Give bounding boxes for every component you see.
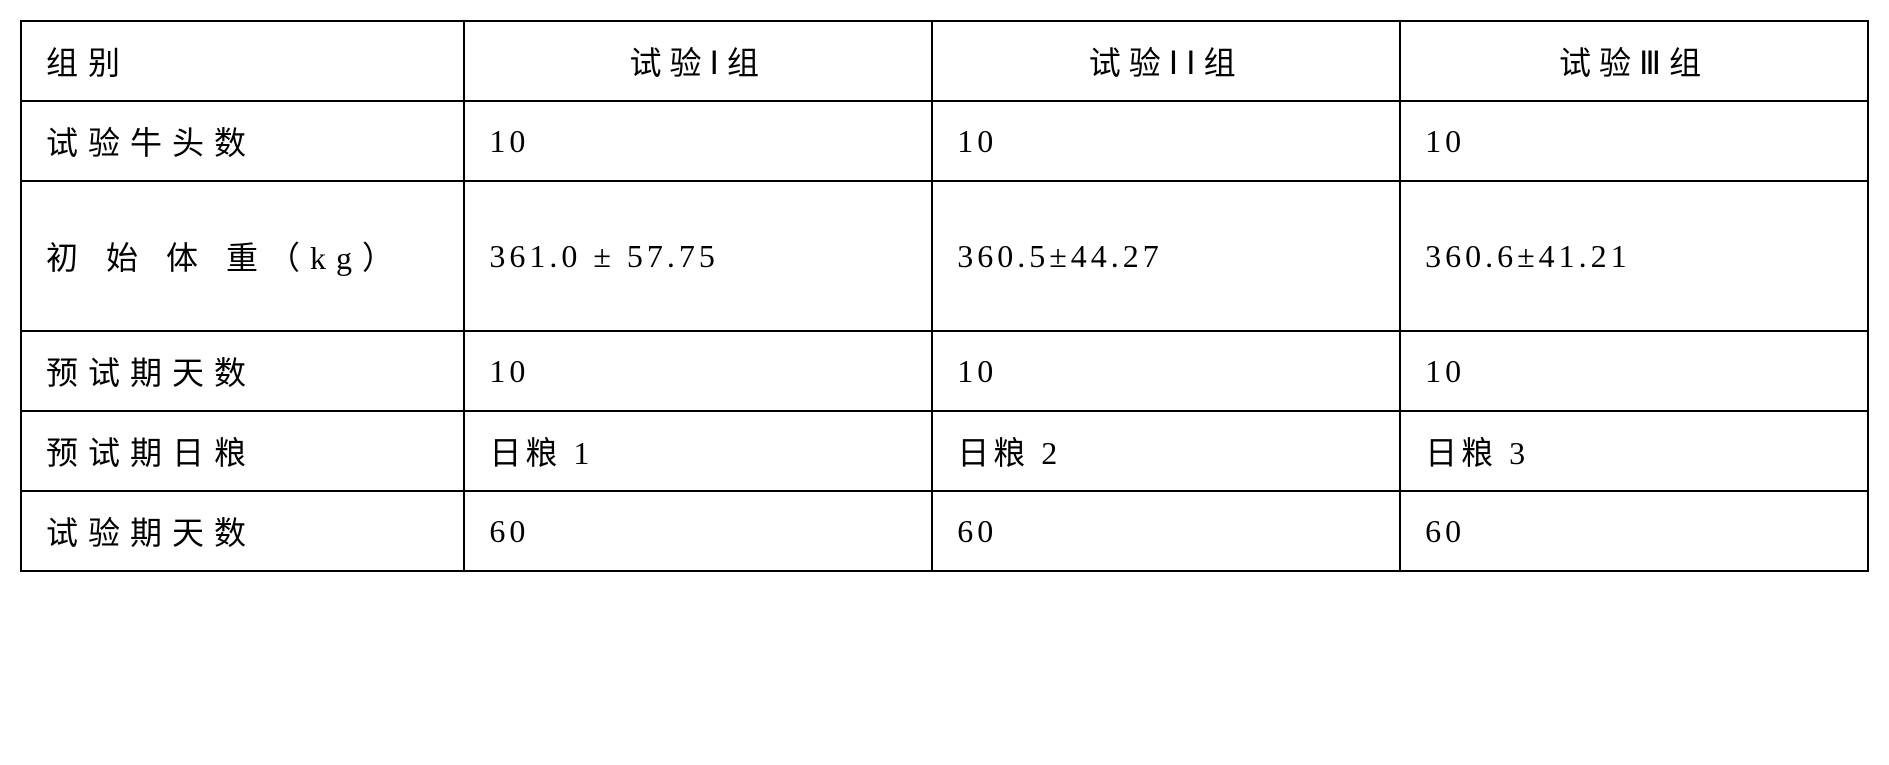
row-g1: 10 — [464, 101, 932, 181]
table-row: 试验牛头数 10 10 10 — [21, 101, 1868, 181]
table-header-row: 组别 试验Ⅰ组 试验ⅠⅠ组 试验Ⅲ组 — [21, 21, 1868, 101]
row-g3: 60 — [1400, 491, 1868, 571]
row-g2: 10 — [932, 331, 1400, 411]
table-row: 预试期天数 10 10 10 — [21, 331, 1868, 411]
row-g1: 60 — [464, 491, 932, 571]
table-row: 试验期天数 60 60 60 — [21, 491, 1868, 571]
row-g2: 60 — [932, 491, 1400, 571]
row-label: 初 始 体 重（kg） — [21, 181, 464, 331]
row-g3: 10 — [1400, 101, 1868, 181]
row-g3: 日粮 3 — [1400, 411, 1868, 491]
row-g3: 360.6±41.21 — [1400, 181, 1868, 331]
row-label: 试验期天数 — [21, 491, 464, 571]
row-g2: 日粮 2 — [932, 411, 1400, 491]
row-g1: 日粮 1 — [464, 411, 932, 491]
header-g2: 试验ⅠⅠ组 — [932, 21, 1400, 101]
row-label: 预试期天数 — [21, 331, 464, 411]
row-g1: 361.0 ± 57.75 — [464, 181, 932, 331]
header-g3: 试验Ⅲ组 — [1400, 21, 1868, 101]
row-label: 预试期日粮 — [21, 411, 464, 491]
header-label: 组别 — [21, 21, 464, 101]
row-label: 试验牛头数 — [21, 101, 464, 181]
row-g2: 360.5±44.27 — [932, 181, 1400, 331]
row-g3: 10 — [1400, 331, 1868, 411]
row-g1: 10 — [464, 331, 932, 411]
table-row: 预试期日粮 日粮 1 日粮 2 日粮 3 — [21, 411, 1868, 491]
row-g2: 10 — [932, 101, 1400, 181]
table-row: 初 始 体 重（kg） 361.0 ± 57.75 360.5±44.27 36… — [21, 181, 1868, 331]
experiment-table: 组别 试验Ⅰ组 试验ⅠⅠ组 试验Ⅲ组 试验牛头数 10 10 10 初 始 体 … — [20, 20, 1869, 572]
header-g1: 试验Ⅰ组 — [464, 21, 932, 101]
